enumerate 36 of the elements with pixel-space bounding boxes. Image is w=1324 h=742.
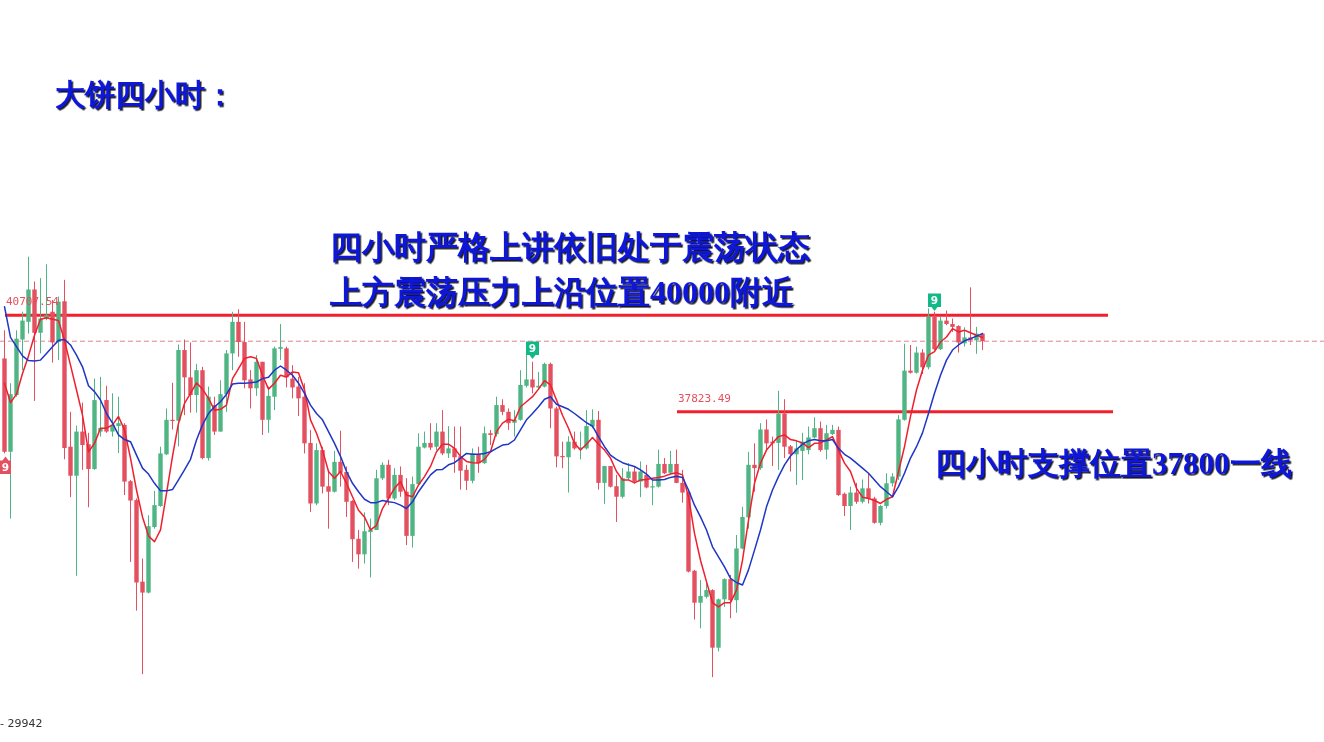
annotation: 上方震荡压力上沿位置40000附近 [329,274,794,310]
candlestick [866,472,871,504]
annotation: 9 [930,294,939,306]
candlestick [680,469,685,504]
annotation: 9 [1,461,10,473]
candlestick [290,364,295,399]
candlestick [620,467,625,499]
candlestick [530,361,535,394]
annotation: 四小时支撑位置37800一线 [935,446,1292,481]
annotation: 四小时严格上讲依旧处于震荡状态 [330,229,810,265]
candlestick [914,346,919,375]
candlestick [428,422,433,451]
candlestick [812,416,817,439]
candlestick [728,574,733,619]
text: - 29942 [0,717,43,730]
candlestick [878,504,883,526]
candlestick [440,409,445,456]
candlestick [392,467,397,501]
candlestick [236,308,241,358]
candlestick [188,341,193,414]
candlestick [854,482,859,505]
candlestick [920,348,925,375]
annotation: 37823.49 [678,391,731,405]
candlestick [752,442,757,493]
candlestick [602,465,607,505]
candlestick [116,396,121,454]
candlestick [356,529,361,570]
annotation: 9 [528,342,537,354]
candlestick [848,486,853,531]
candlestick [446,425,451,459]
candlestick [722,577,727,608]
candlestick [566,435,571,494]
chart-title: 大饼四小时： [55,78,235,111]
candlestick [434,422,439,451]
candlestick [512,409,517,438]
candlestick [908,344,913,375]
